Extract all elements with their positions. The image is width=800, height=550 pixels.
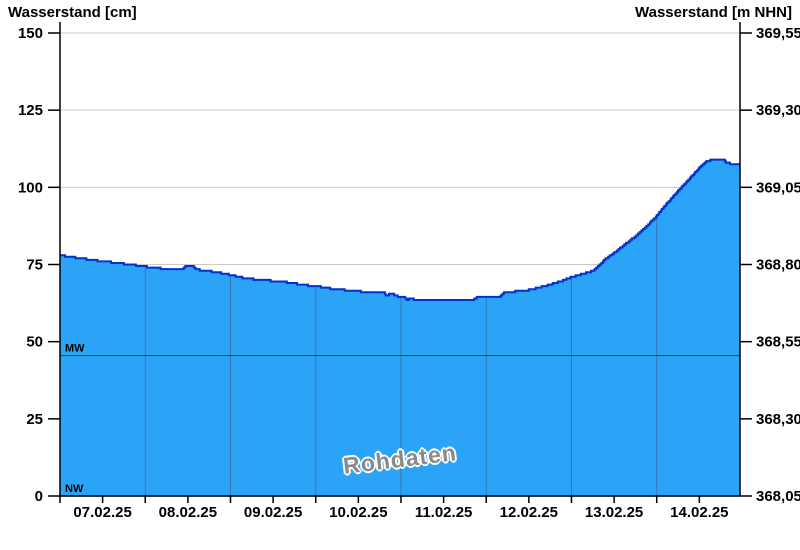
y-right-tick-label-2: 368,55 bbox=[756, 334, 800, 351]
y-left-tick-label-25: 25 bbox=[26, 411, 43, 428]
y-left-tick-label-75: 75 bbox=[26, 257, 43, 274]
y-left-tick-label-0: 0 bbox=[35, 488, 43, 505]
water-level-area bbox=[60, 159, 740, 496]
x-tick-label-10.02.25: 10.02.25 bbox=[329, 504, 387, 521]
reference-label-nw: NW bbox=[65, 483, 84, 495]
y-right-tick-label-6: 369,55 bbox=[756, 25, 800, 42]
x-tick-label-12.02.25: 12.02.25 bbox=[500, 504, 558, 521]
left-axis-title: Wasserstand [cm] bbox=[8, 4, 137, 21]
y-left-tick-label-50: 50 bbox=[26, 334, 43, 351]
x-tick-label-07.02.25: 07.02.25 bbox=[73, 504, 131, 521]
x-tick-label-11.02.25: 11.02.25 bbox=[415, 504, 473, 521]
y-right-tick-label-0: 368,05 bbox=[756, 488, 800, 505]
y-left-tick-label-125: 125 bbox=[18, 102, 43, 119]
reference-label-mw: MW bbox=[65, 343, 85, 355]
x-tick-label-09.02.25: 09.02.25 bbox=[244, 504, 302, 521]
y-left-tick-label-100: 100 bbox=[18, 179, 43, 196]
right-axis-title: Wasserstand [m NHN] bbox=[635, 4, 792, 21]
water-level-line bbox=[60, 158, 740, 301]
y-right-tick-label-5: 369,30 bbox=[756, 102, 800, 119]
x-tick-label-14.02.25: 14.02.25 bbox=[670, 504, 728, 521]
y-right-tick-label-4: 369,05 bbox=[756, 179, 800, 196]
x-tick-label-13.02.25: 13.02.25 bbox=[585, 504, 643, 521]
x-tick-label-08.02.25: 08.02.25 bbox=[159, 504, 217, 521]
y-right-tick-label-3: 368,80 bbox=[756, 257, 800, 274]
y-left-tick-label-150: 150 bbox=[18, 25, 43, 42]
y-right-tick-label-1: 368,30 bbox=[756, 411, 800, 428]
